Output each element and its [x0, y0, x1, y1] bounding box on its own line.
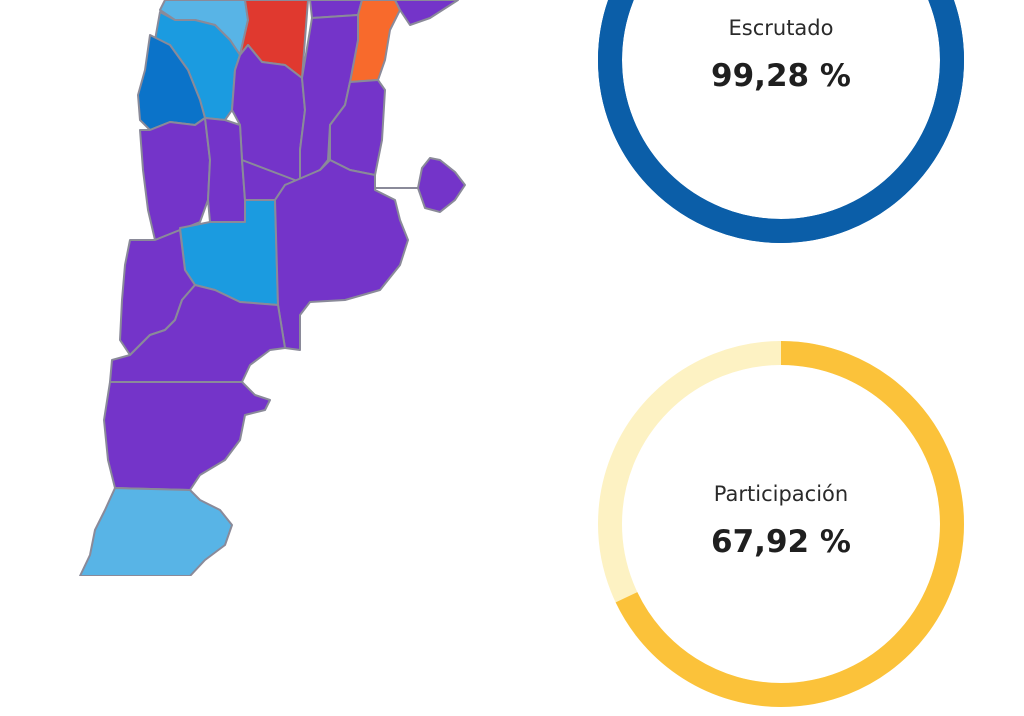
- province-misiones[interactable]: [394, 0, 459, 26]
- escrutado-label: Escrutado: [728, 16, 834, 40]
- province-santa-fe[interactable]: [299, 14, 359, 181]
- escrutado-progress-arc: [598, 0, 964, 243]
- province-chubut[interactable]: [103, 381, 271, 491]
- province-buenos-aires[interactable]: [274, 159, 409, 351]
- escrutado-value: 99,28 %: [711, 58, 851, 94]
- province-santa-cruz[interactable]: [79, 487, 233, 576]
- escrutado-gauge: Escrutado 99,28 %: [589, 0, 973, 252]
- participacion-gauge: Participación 67,92 %: [589, 332, 973, 716]
- province-caba-inset[interactable]: [417, 157, 466, 213]
- province-rio-negro[interactable]: [109, 284, 286, 383]
- escrutado-ring: [598, 0, 964, 243]
- participacion-value: 67,92 %: [711, 524, 851, 560]
- argentina-results-map: [79, 0, 466, 576]
- province-san-juan[interactable]: [139, 117, 211, 241]
- province-san-luis[interactable]: [204, 117, 246, 223]
- participacion-label: Participación: [713, 482, 849, 506]
